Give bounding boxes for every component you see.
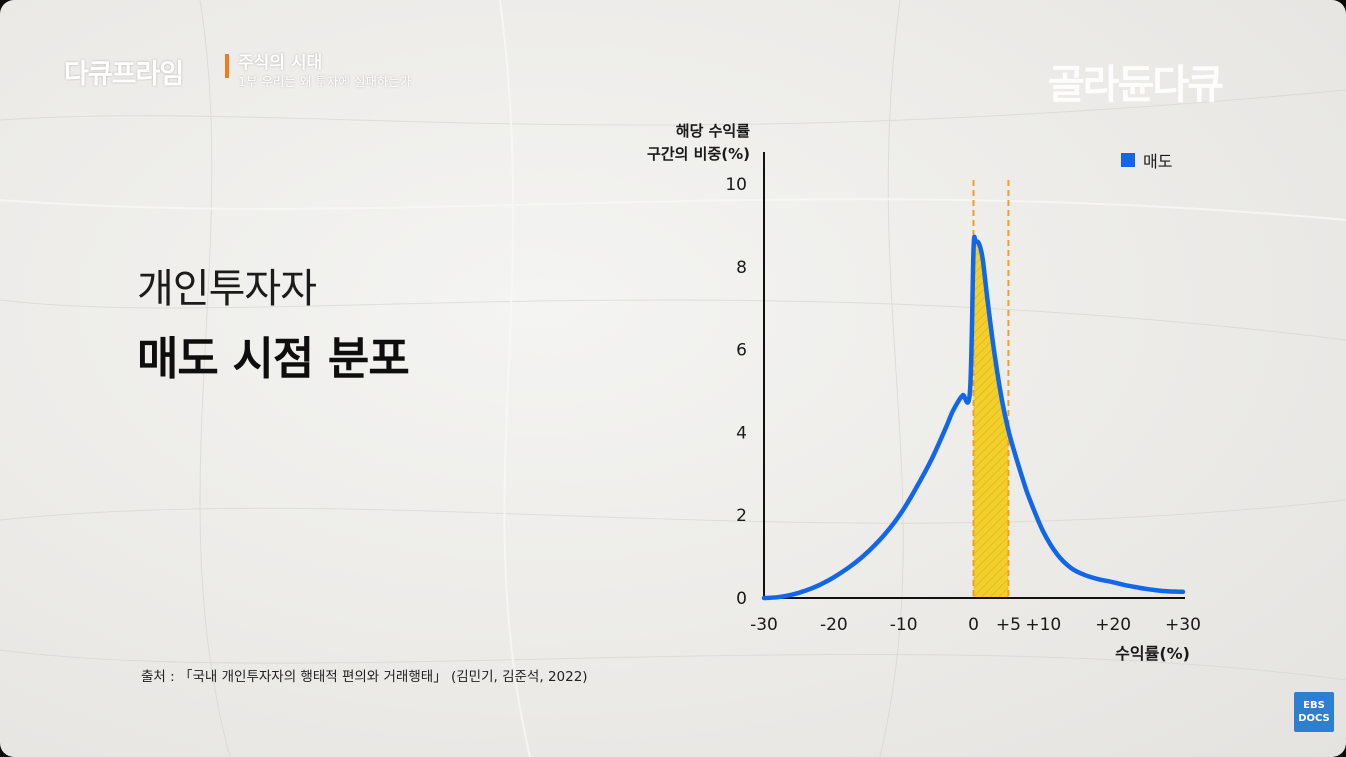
- heading-title: 매도 시점 분포: [137, 332, 410, 385]
- x-tick-label: 0: [968, 615, 979, 635]
- x-tick-label: -20: [820, 615, 848, 635]
- x-axis-label: 수익률(%): [1115, 644, 1190, 663]
- ebs-docs-logo: EBS DOCS: [1294, 692, 1334, 732]
- x-tick-label: +10: [1025, 615, 1061, 635]
- chart-legend: 매도: [1121, 148, 1172, 172]
- episode-title: 1부 우리는 왜 투자에 실패하는가: [238, 74, 412, 89]
- y-tick-label: 4: [736, 423, 747, 443]
- legend-swatch-sell: [1121, 153, 1135, 167]
- program-logo: 다큐프라임: [64, 59, 184, 90]
- x-tick-label: +5: [996, 615, 1021, 635]
- source-citation: 출처 : 「국내 개인투자자의 행태적 편의와 거래행태」 (김민기, 김준석,…: [141, 669, 588, 685]
- x-tick-label: -30: [750, 615, 778, 635]
- y-tick-label: 0: [736, 589, 747, 609]
- series-line-sell: [761, 234, 1186, 601]
- y-tick-label: 10: [725, 175, 747, 195]
- title-divider: [225, 54, 229, 78]
- y-tick-label: 2: [736, 506, 747, 526]
- y-tick-label: 6: [736, 341, 747, 361]
- series-title: 주식의 시대: [238, 53, 323, 73]
- x-tick-label: +30: [1165, 615, 1201, 635]
- highlight-band-fill: [973, 242, 1009, 598]
- y-tick-label: 8: [736, 258, 747, 278]
- x-tick-label: +20: [1095, 615, 1131, 635]
- channel-watermark: 골라듄다큐: [1048, 62, 1224, 108]
- heading-subject: 개인투자자: [137, 266, 317, 312]
- y-axis-label: 해당 수익률 구간의 비중(%): [647, 122, 750, 163]
- ebs-logo-line2: DOCS: [1298, 713, 1330, 724]
- x-tick-label: -10: [890, 615, 918, 635]
- ebs-logo-line1: EBS: [1303, 700, 1325, 711]
- legend-label-sell: 매도: [1143, 152, 1173, 171]
